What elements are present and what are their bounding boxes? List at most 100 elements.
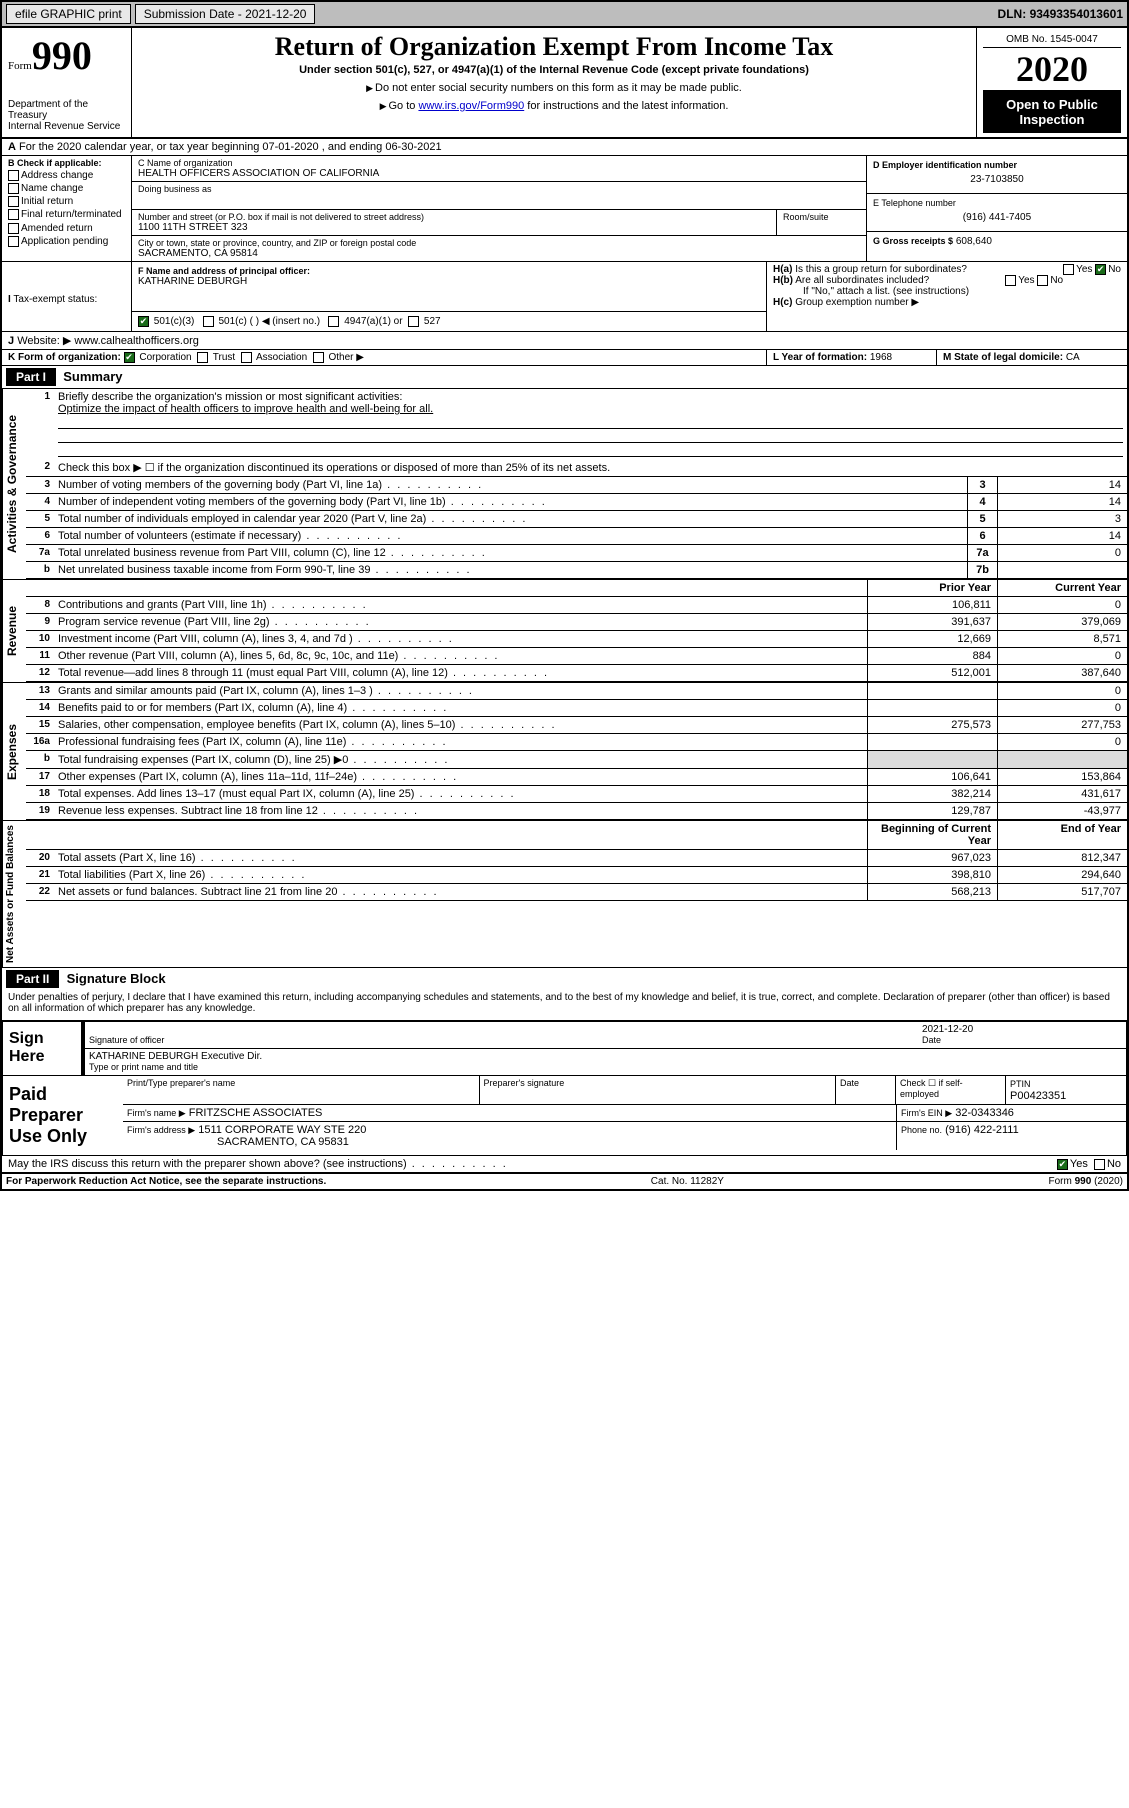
table-row: 20Total assets (Part X, line 16)967,0238… <box>26 850 1127 867</box>
gross-receipts-label: G Gross receipts $ <box>873 236 953 246</box>
firm-name: FRITZSCHE ASSOCIATES <box>189 1107 323 1119</box>
table-row: 6Total number of volunteers (estimate if… <box>26 528 1127 545</box>
firm-addr1: 1511 CORPORATE WAY STE 220 <box>198 1124 366 1136</box>
check-527[interactable] <box>408 316 419 327</box>
q2-text: Check this box ▶ ☐ if the organization d… <box>54 459 1127 476</box>
discuss-row: May the IRS discuss this return with the… <box>2 1156 1127 1174</box>
form-note-2: Go to www.irs.gov/Form990 for instructio… <box>138 100 970 112</box>
table-row: 12Total revenue—add lines 8 through 11 (… <box>26 665 1127 682</box>
page-footer: For Paperwork Reduction Act Notice, see … <box>2 1174 1127 1189</box>
box-h: H(a) Is this a group return for subordin… <box>767 262 1127 331</box>
signature-label: Signature of officer <box>89 1035 164 1045</box>
cat-no: Cat. No. 11282Y <box>651 1176 724 1187</box>
table-row: 13Grants and similar amounts paid (Part … <box>26 683 1127 700</box>
line-a: A For the 2020 calendar year, or tax yea… <box>2 139 1127 156</box>
table-row: bTotal fundraising expenses (Part IX, co… <box>26 751 1127 769</box>
hb-note: If "No," attach a list. (see instruction… <box>773 286 1121 297</box>
preparer-date-label: Date <box>836 1076 896 1104</box>
table-row: 4Number of independent voting members of… <box>26 494 1127 511</box>
ein-value: 23-7103850 <box>873 170 1121 189</box>
signer-name: KATHARINE DEBURGH Executive Dir. <box>89 1051 262 1062</box>
ha-yes[interactable] <box>1063 264 1074 275</box>
check-trust[interactable] <box>197 352 208 363</box>
city-value: SACRAMENTO, CA 95814 <box>138 248 860 259</box>
hb-yes[interactable] <box>1005 275 1016 286</box>
part-i-header: Part I Summary <box>2 366 1127 389</box>
self-employed-check[interactable]: Check ☐ if self-employed <box>896 1076 1006 1104</box>
domicile-label: M State of legal domicile: <box>943 352 1063 363</box>
firm-addr2: SACRAMENTO, CA 95831 <box>127 1136 349 1148</box>
irs-link[interactable]: www.irs.gov/Form990 <box>418 100 524 112</box>
table-row: 21Total liabilities (Part X, line 26)398… <box>26 867 1127 884</box>
check-501c[interactable] <box>203 316 214 327</box>
box-i-label-cell: I Tax-exempt status: <box>2 262 132 331</box>
website-value: www.calhealthofficers.org <box>74 335 199 347</box>
line-j: J Website: ▶ www.calhealthofficers.org <box>2 332 1127 350</box>
check-association[interactable] <box>241 352 252 363</box>
check-application-pending[interactable]: Application pending <box>8 236 125 247</box>
table-row: 3Number of voting members of the governi… <box>26 477 1127 494</box>
org-name-label: C Name of organization <box>138 158 860 168</box>
check-501c3[interactable] <box>138 316 149 327</box>
check-amended-return[interactable]: Amended return <box>8 223 125 234</box>
check-address-change[interactable]: Address change <box>8 170 125 181</box>
firm-ein: 32-0343346 <box>955 1107 1014 1119</box>
phone-label: E Telephone number <box>873 198 1121 208</box>
form-label: Form <box>8 60 32 72</box>
col-begin-year: Beginning of Current Year <box>867 821 997 849</box>
form-title-cell: Return of Organization Exempt From Incom… <box>132 28 977 137</box>
submission-date-button[interactable]: Submission Date - 2021-12-20 <box>135 4 316 24</box>
dln: DLN: 93493354013601 <box>998 7 1123 21</box>
table-row: 16aProfessional fundraising fees (Part I… <box>26 734 1127 751</box>
table-row: bNet unrelated business taxable income f… <box>26 562 1127 579</box>
form-id-cell: Form990 Department of the Treasury Inter… <box>2 28 132 137</box>
col-prior-year: Prior Year <box>867 580 997 596</box>
vlabel-revenue: Revenue <box>2 580 26 682</box>
check-name-change[interactable]: Name change <box>8 183 125 194</box>
preparer-sig-label: Preparer's signature <box>480 1076 837 1104</box>
city-label: City or town, state or province, country… <box>138 238 860 248</box>
table-row: 11Other revenue (Part VIII, column (A), … <box>26 648 1127 665</box>
identity-row-2: I Tax-exempt status: F Name and address … <box>2 262 1127 332</box>
signer-name-label: Type or print name and title <box>89 1062 198 1072</box>
form-ref: Form 990 (2020) <box>1049 1176 1123 1187</box>
year-formation-value: 1968 <box>870 352 892 363</box>
box-deg: D Employer identification number 23-7103… <box>867 156 1127 261</box>
pra-notice: For Paperwork Reduction Act Notice, see … <box>6 1176 326 1187</box>
check-final-return[interactable]: Final return/terminated <box>8 209 125 220</box>
form-subtitle: Under section 501(c), 527, or 4947(a)(1)… <box>138 64 970 76</box>
submission-date-value: 2021-12-20 <box>245 7 306 21</box>
ha-no[interactable] <box>1095 264 1106 275</box>
discuss-no[interactable] <box>1094 1159 1105 1170</box>
check-initial-return[interactable]: Initial return <box>8 196 125 207</box>
check-corporation[interactable] <box>124 352 135 363</box>
sign-date: 2021-12-20 <box>922 1024 973 1035</box>
tax-year: 2020 <box>983 48 1121 91</box>
hc-label: Group exemption number ▶ <box>795 297 919 308</box>
ptin-label: PTIN <box>1010 1079 1031 1089</box>
check-4947[interactable] <box>328 316 339 327</box>
table-row: 8Contributions and grants (Part VIII, li… <box>26 597 1127 614</box>
form-of-org-label: K Form of organization: <box>8 352 121 363</box>
table-row: 22Net assets or fund balances. Subtract … <box>26 884 1127 901</box>
col-current-year: Current Year <box>997 580 1127 596</box>
efile-print-button[interactable]: efile GRAPHIC print <box>6 4 131 24</box>
table-row: 14Benefits paid to or for members (Part … <box>26 700 1127 717</box>
gross-receipts-value: 608,640 <box>956 236 992 247</box>
hb-no[interactable] <box>1037 275 1048 286</box>
governance-section: Activities & Governance 1Briefly describ… <box>2 389 1127 580</box>
street-value: 1100 11TH STREET 323 <box>138 222 770 233</box>
paid-preparer-block: Paid Preparer Use Only Print/Type prepar… <box>2 1076 1127 1156</box>
ptin-value: P00423351 <box>1010 1090 1066 1102</box>
omb-number: OMB No. 1545-0047 <box>983 32 1121 48</box>
form-frame: Form990 Department of the Treasury Inter… <box>0 28 1129 1191</box>
vlabel-net-assets: Net Assets or Fund Balances <box>2 821 26 967</box>
expenses-section: Expenses 13Grants and similar amounts pa… <box>2 683 1127 821</box>
table-row: 15Salaries, other compensation, employee… <box>26 717 1127 734</box>
box-c: C Name of organization HEALTH OFFICERS A… <box>132 156 867 261</box>
table-row: 10Investment income (Part VIII, column (… <box>26 631 1127 648</box>
discuss-yes[interactable] <box>1057 1159 1068 1170</box>
check-other[interactable] <box>313 352 324 363</box>
year-formation-label: L Year of formation: <box>773 352 867 363</box>
top-toolbar: efile GRAPHIC print Submission Date - 20… <box>0 0 1129 28</box>
